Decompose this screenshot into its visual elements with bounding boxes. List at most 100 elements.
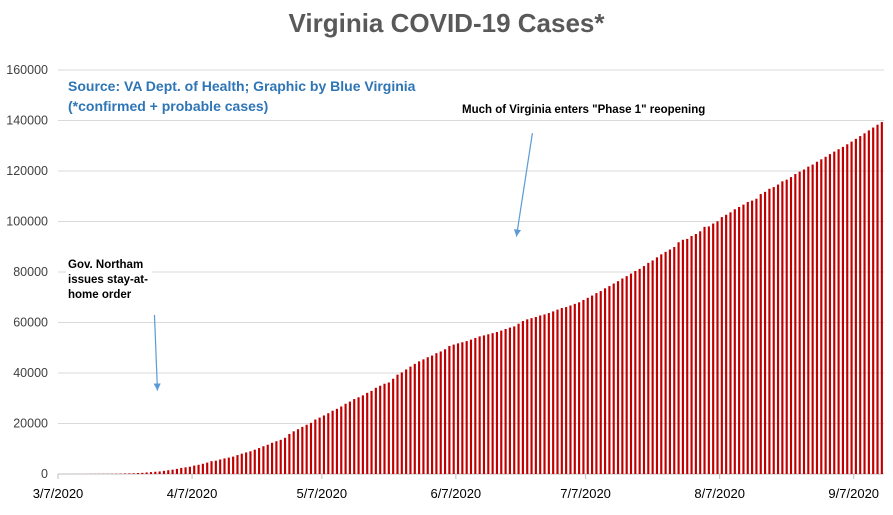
bar [396, 374, 399, 474]
bar [526, 319, 529, 474]
bar [608, 286, 611, 474]
bar [266, 444, 269, 474]
bar [149, 472, 153, 474]
bar [322, 415, 326, 474]
bar [344, 403, 347, 474]
bar [258, 448, 261, 474]
bar [340, 406, 343, 474]
bar [210, 461, 213, 474]
bar [569, 305, 572, 474]
bar [720, 217, 723, 474]
bar [846, 144, 849, 475]
bar [560, 307, 563, 474]
bar [634, 271, 637, 474]
bar [361, 395, 364, 474]
bar [413, 363, 416, 474]
y-tick-label: 100000 [6, 215, 48, 229]
bar [673, 247, 676, 474]
bar [366, 392, 369, 474]
bar [660, 254, 663, 474]
x-tick-label: 4/7/2020 [167, 486, 218, 501]
bar [145, 472, 148, 474]
bar [595, 293, 598, 474]
y-tick-label: 140000 [6, 114, 48, 128]
bar [716, 221, 719, 474]
bar [880, 122, 883, 474]
bar [694, 234, 697, 474]
x-tick-label: 7/7/2020 [560, 486, 611, 501]
bar [309, 422, 313, 474]
bar [798, 171, 801, 474]
bar [167, 470, 170, 474]
bar [383, 383, 386, 474]
bar [755, 198, 758, 475]
bar [642, 266, 646, 474]
bar [876, 124, 879, 474]
bar [591, 295, 594, 474]
x-tick-label: 9/7/2020 [828, 486, 879, 501]
annotation-arrow-phase1 [513, 133, 534, 237]
bar [504, 328, 507, 474]
bar [828, 154, 832, 475]
bar [582, 299, 585, 474]
bar [500, 330, 503, 474]
bar [612, 283, 615, 474]
bar [872, 127, 875, 474]
bar [768, 188, 771, 474]
bar [651, 260, 654, 474]
y-tick-label: 60000 [13, 316, 48, 330]
bar [219, 459, 222, 474]
bar [565, 307, 568, 474]
bar [521, 321, 524, 474]
bar [435, 353, 438, 474]
bar [162, 470, 166, 474]
bar [811, 164, 814, 474]
bar [188, 466, 191, 474]
bar [245, 452, 248, 474]
bar [335, 408, 339, 474]
bar [288, 433, 291, 474]
bar [859, 136, 862, 474]
x-tick-label: 3/7/2020 [33, 486, 84, 501]
bar [707, 226, 710, 474]
bar [469, 339, 473, 474]
bar [379, 385, 382, 474]
bar [175, 468, 179, 474]
bar [418, 361, 421, 474]
bar [621, 278, 624, 474]
bar [422, 359, 425, 474]
source-note: Source: VA Dept. of Health; Graphic by B… [68, 76, 415, 116]
bar [132, 473, 135, 474]
bar [772, 187, 775, 474]
bar [508, 327, 511, 474]
bar [283, 437, 287, 474]
bar [482, 335, 486, 474]
y-tick-label: 0 [41, 467, 48, 481]
bar [409, 366, 412, 474]
bar [655, 257, 659, 474]
bar [820, 159, 823, 475]
bar [751, 200, 754, 474]
bar [789, 177, 793, 474]
y-tick-label: 80000 [13, 265, 48, 279]
y-tick-label: 120000 [6, 164, 48, 178]
bar [214, 460, 217, 474]
bar [141, 472, 144, 474]
bar [348, 401, 351, 474]
bar [867, 130, 870, 474]
x-tick-label: 8/7/2020 [694, 486, 745, 501]
bar [616, 281, 620, 474]
bar [824, 156, 827, 474]
bar [240, 453, 243, 474]
bar [725, 214, 728, 474]
bar [353, 399, 356, 474]
bar [543, 314, 546, 474]
bar [625, 276, 628, 474]
bar [236, 455, 239, 474]
bar [690, 236, 693, 474]
x-tick-label: 6/7/2020 [431, 486, 482, 501]
y-tick-label: 160000 [6, 63, 48, 77]
bar [123, 473, 127, 474]
bar [452, 344, 455, 474]
